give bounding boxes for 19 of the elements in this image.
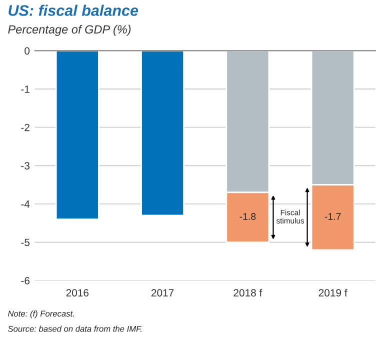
chart-title: US: fiscal balance <box>8 4 138 16</box>
x-tick-label: 2018 f <box>234 288 262 297</box>
source-note: Source: based on data from the IMF. <box>8 326 142 332</box>
x-tick-label: 2019 f <box>318 288 348 297</box>
y-tick-label: -1 <box>21 86 30 93</box>
y-tick-label: -6 <box>21 277 30 284</box>
annotation: -1.8 <box>240 213 256 220</box>
y-tick-label: -5 <box>21 238 30 246</box>
y-tick-label: -3 <box>21 162 30 170</box>
annotation: -1.7 <box>324 213 341 220</box>
chart-subtitle: Percentage of GDP (%) <box>8 24 131 36</box>
y-tick-label: -4 <box>21 200 30 208</box>
x-tick-label: 2017 <box>151 289 174 297</box>
y-tick-label: -2 <box>21 124 30 132</box>
y-tick-label: 0 <box>24 47 30 55</box>
x-tick-label: 2016 <box>66 289 89 297</box>
text: Note: (f) Forecast. <box>8 310 74 318</box>
bar <box>55 50 100 220</box>
bar <box>140 50 185 216</box>
